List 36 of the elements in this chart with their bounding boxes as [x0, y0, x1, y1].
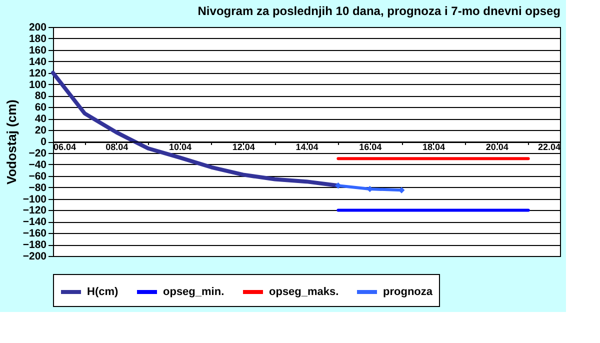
y-tick-label: 80	[34, 90, 47, 102]
y-tick-label: 60	[34, 102, 47, 114]
x-tick-label: 18.04	[422, 142, 446, 152]
y-tick-label: 100	[28, 78, 47, 91]
y-tick-label: −120	[22, 204, 47, 217]
y-tick-label: −200	[22, 250, 47, 262]
y-tick-label: −100	[22, 193, 47, 206]
y-tick-label: −140	[22, 216, 47, 228]
x-tick-label: 14.04	[296, 142, 318, 152]
y-tick-label: 140	[28, 56, 47, 68]
chart-title: Nivogram za poslednjih 10 dana, prognoza i 7-mo dnevni opseg	[198, 4, 560, 18]
y-tick-label: 120	[28, 67, 47, 80]
y-tick-label: 160	[28, 44, 47, 56]
legend-label: opseg_maks.	[269, 286, 339, 298]
y-tick-label: 200	[28, 22, 47, 34]
y-tick-label: 0	[40, 136, 47, 148]
legend-label: prognoza	[383, 286, 434, 298]
x-tick-label: 16.04	[359, 142, 382, 152]
y-axis-title: Vodostaj (cm)	[4, 100, 19, 184]
x-tick-label: 06.04	[54, 142, 76, 152]
y-tick-label: 40	[34, 113, 47, 126]
y-tick-label: −20	[28, 147, 47, 160]
x-tick-label: 12.04	[232, 142, 255, 152]
legend-label: opseg_min.	[163, 286, 224, 298]
x-tick-label: 10.04	[168, 142, 192, 152]
x-tick-label: 20.04	[486, 142, 508, 152]
x-tick-label: 08.04	[106, 142, 128, 152]
y-tick-label: −160	[22, 228, 47, 240]
y-tick-label: −40	[28, 158, 47, 171]
y-tick-label: 20	[34, 124, 47, 137]
x-tick-label: 22.04	[538, 142, 560, 152]
y-tick-label: 180	[28, 32, 47, 45]
y-tick-label: −80	[28, 182, 47, 194]
y-tick-label: −180	[22, 239, 47, 252]
legend-label: H(cm)	[87, 286, 119, 298]
y-tick-label: −60	[28, 170, 47, 182]
